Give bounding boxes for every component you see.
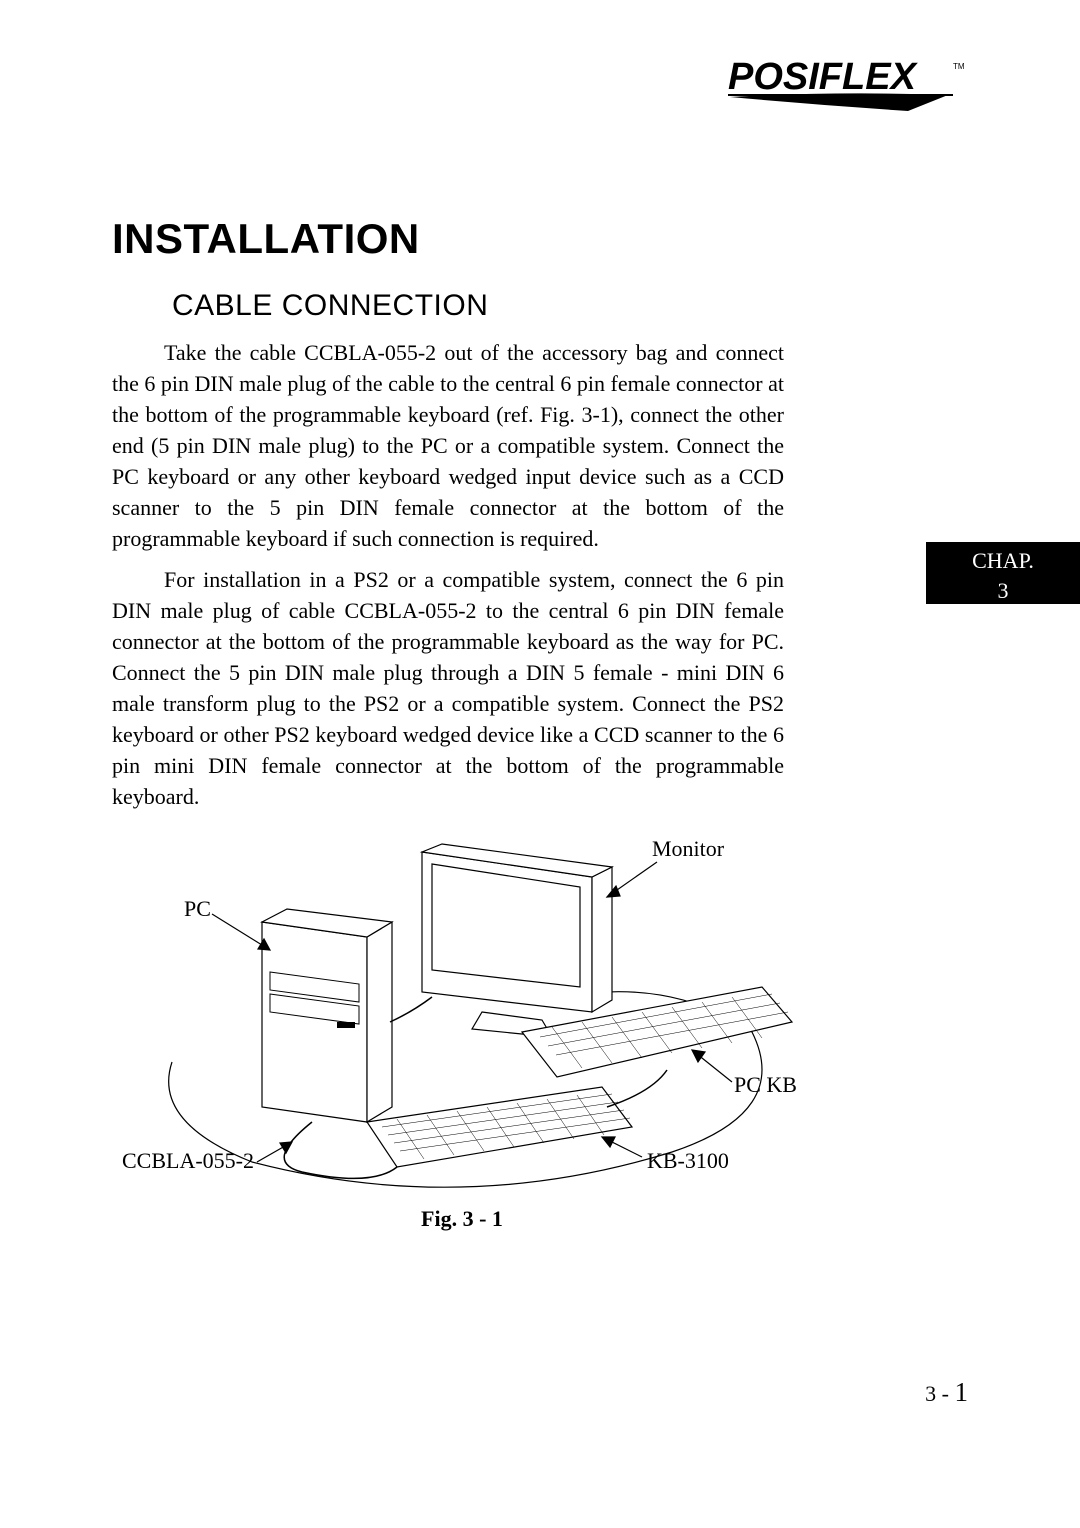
posiflex-logo: POSIFLEX TM — [728, 55, 968, 115]
page-num-chapter: 3 — [925, 1381, 936, 1406]
fig-label-pc: PC — [184, 896, 211, 922]
page-container: POSIFLEX TM CHAP. 3 INSTALLATION CABLE C… — [0, 0, 1080, 1528]
chapter-tab-label: CHAP. — [926, 546, 1080, 576]
h1-installation: INSTALLATION — [112, 215, 968, 263]
figure-caption: Fig. 3 - 1 — [112, 1206, 812, 1232]
logo-text: POSIFLEX — [728, 56, 919, 98]
kb3100-shape — [367, 1087, 632, 1167]
paragraph-1: Take the cable CCBLA-055-2 out of the ac… — [112, 337, 968, 554]
monitor-shape — [422, 844, 612, 1037]
chapter-tab-number: 3 — [926, 576, 1080, 606]
figure-svg — [112, 822, 812, 1202]
figure-3-1: Monitor PC PC KB KB-3100 CCBLA-055-2 — [112, 822, 812, 1202]
page-num-page: 1 — [955, 1377, 969, 1407]
pc-shape — [262, 909, 392, 1122]
page-number: 3 - 1 — [925, 1377, 968, 1408]
fig-label-monitor: Monitor — [652, 836, 724, 862]
logo-tm: TM — [953, 62, 965, 71]
fig-label-pckb: PC KB — [734, 1072, 797, 1098]
h2-cable-connection: CABLE CONNECTION — [172, 289, 968, 323]
fig-label-kb3100: KB-3100 — [647, 1148, 729, 1174]
fig-label-ccbla: CCBLA-055-2 — [122, 1148, 254, 1174]
page-num-sep: - — [936, 1381, 954, 1406]
chapter-tab: CHAP. 3 — [926, 542, 1080, 604]
paragraph-2: For installation in a PS2 or a compatibl… — [112, 564, 968, 812]
